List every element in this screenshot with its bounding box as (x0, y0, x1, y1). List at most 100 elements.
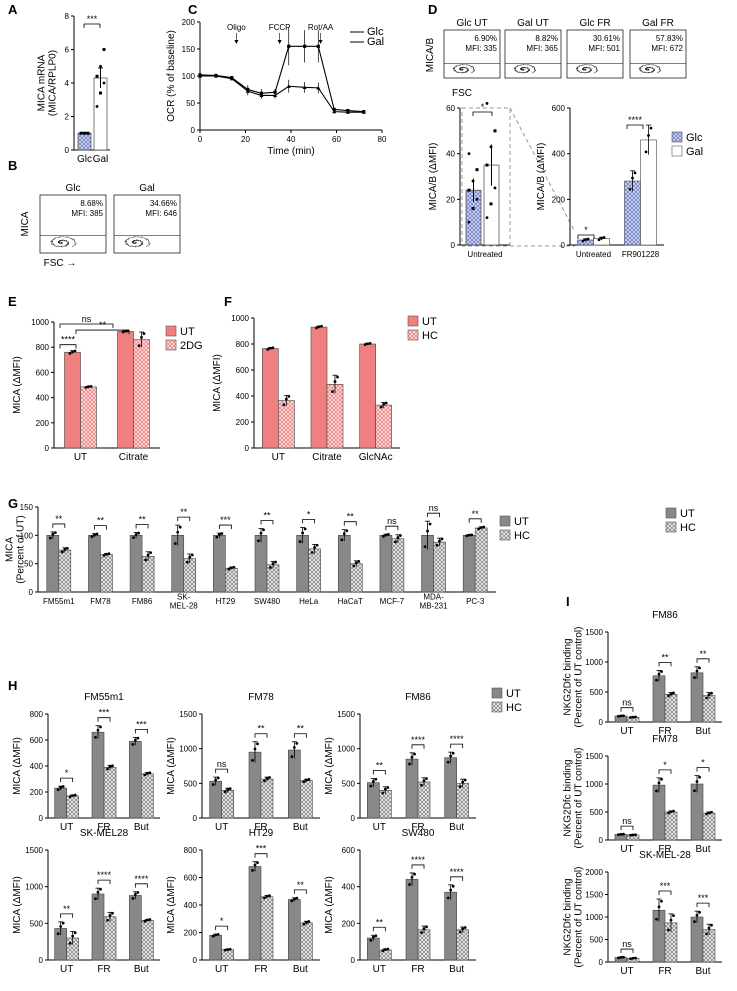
flow-d-2-event (579, 65, 581, 67)
flow-d-1-event (520, 72, 522, 74)
bar-point (426, 529, 429, 533)
flow-d-2-event (587, 67, 589, 69)
flow-gal-event (147, 239, 149, 241)
bar-point (303, 527, 307, 531)
bar-point (315, 543, 319, 547)
bar-point (107, 552, 111, 556)
flow-gal-event (139, 244, 141, 246)
flow-glc-event (73, 239, 75, 241)
flow-d-0-event (473, 67, 475, 69)
group-sig-label: ns (387, 516, 397, 526)
flow-gal-event (146, 246, 148, 248)
bar (288, 899, 301, 961)
panel-f-legend-swatch (407, 315, 419, 327)
flow-glc-event (54, 245, 56, 247)
group-sig-bracket (620, 948, 634, 954)
bar (349, 563, 363, 593)
group-sig-label: ** (263, 511, 271, 521)
group-sig-bracket (52, 523, 66, 528)
flow-gal-event (148, 240, 150, 242)
panel-d-point (493, 129, 497, 133)
gal-marker (332, 109, 337, 114)
gal-marker (245, 89, 250, 93)
flow-glc-event (58, 241, 60, 243)
flow-d-2-event (579, 65, 581, 66)
flow-gal-mfi: MFI: 646 (145, 209, 177, 218)
flow-d-3-event (645, 71, 646, 73)
group-sig-bracket (60, 777, 74, 783)
panel-d-point (489, 145, 493, 149)
flow-gal-event (127, 238, 129, 240)
group-sig-bracket (696, 767, 710, 772)
flow-glc-event (57, 245, 59, 247)
panel-i1-ytick-label: 500 (590, 688, 604, 697)
bar-point (707, 811, 711, 815)
flow-glc-event (62, 240, 63, 242)
bar-point (73, 793, 77, 797)
flow-d-0-event (472, 67, 474, 69)
flow-glc-event (61, 236, 63, 238)
group-sig-bracket (134, 729, 148, 734)
flow-d-0-event (465, 64, 467, 66)
bar-point (268, 894, 271, 898)
panel-i1-ytick-label: 1500 (585, 628, 603, 637)
flow-glc-event (52, 243, 54, 245)
panel-d-point (467, 220, 471, 224)
flow-d-0-event (463, 64, 465, 66)
group-sig-label: **** (411, 735, 426, 745)
flow-gal-event (138, 240, 140, 242)
bar-point (145, 772, 149, 775)
bar-point (302, 780, 306, 784)
bar-point (667, 928, 670, 932)
flow-glc-event (59, 246, 61, 248)
legend-label: Glc (367, 26, 384, 38)
panel-i1-ylabel: NKG2Dfc binding(Percent of UT control) (563, 627, 585, 728)
group-sig-bracket (218, 524, 232, 530)
flow-d-1-event (532, 72, 534, 74)
bar-point (586, 237, 590, 241)
flow-d-1-event (515, 69, 517, 71)
panel-label-i: I (566, 594, 570, 609)
flow-d-3-event (656, 66, 658, 67)
panel-h5-ytick-label: 600 (184, 874, 198, 883)
flow-glc-event (74, 240, 76, 242)
flow-d-2-event (583, 64, 585, 66)
flow-d-1-event (524, 71, 526, 73)
bar-point (619, 832, 623, 836)
bar-point (295, 896, 299, 900)
flow-gal-event (125, 239, 127, 241)
flow-d-1-plot-frame (504, 29, 562, 79)
bar-point (617, 956, 620, 960)
flow-gal-plot-title: Gal (139, 183, 155, 194)
group-sig-label: *** (698, 893, 709, 903)
group-label: Untreated (576, 250, 611, 259)
flow-glc-event (73, 245, 75, 247)
bar-point (148, 918, 152, 921)
panel-f: 0 200 400 600 800 1000 MICA (ΔMFI) UT Citrate Glc… (212, 314, 438, 463)
bar-point (232, 565, 236, 569)
flow-gal-event (132, 246, 134, 247)
bar-point (292, 746, 296, 749)
flow-d-0-event (461, 69, 463, 71)
flow-d-0-event (473, 68, 475, 70)
group-label: SK-MEL-28 (170, 593, 199, 611)
bar-point (449, 754, 453, 758)
panel-f-ytick-label: 800 (236, 340, 250, 349)
panel-a-ytick-label: 6 (65, 46, 70, 55)
flow-d-3-event (651, 64, 653, 66)
bar (379, 789, 392, 819)
bar-point (584, 238, 587, 242)
injection-label: Oligo (227, 23, 246, 32)
group-label: UT (620, 966, 633, 977)
flow-d-0-event (456, 65, 458, 67)
group-sig-bracket (260, 520, 274, 525)
flow-d-0-event (460, 68, 462, 70)
d-right-untreated-sig-label: * (584, 225, 588, 235)
flow-d-1-event (518, 64, 520, 66)
group-sig-label: *** (256, 844, 267, 854)
group-sig-bracket (215, 768, 229, 774)
panel-a-ylabel: MICA mRNA(MICA/RPLP0) (37, 50, 59, 116)
flow-gal-event (145, 238, 147, 240)
panel-h6-ytick-label: 600 (342, 846, 356, 855)
flow-d-1-event (514, 67, 516, 69)
